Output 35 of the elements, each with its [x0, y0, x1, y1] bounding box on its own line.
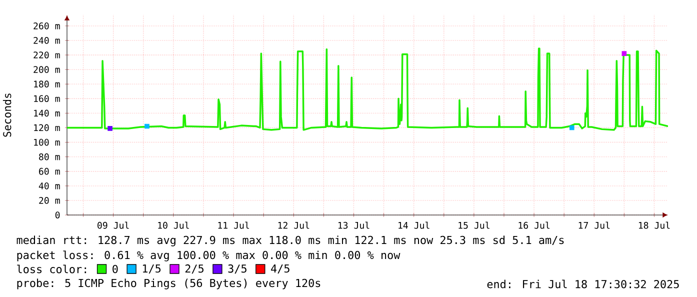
text: median rtt: 128.7 ms avg 227.9 ms max 118.0 ms min 122.1 ms now 25.3 ms sd 5.1 am/s: [16, 236, 564, 246]
y-tick-label: 120 m: [34, 124, 60, 132]
y-tick-label: 20 m: [39, 197, 60, 204]
x-tick-label: 15 Jul: [458, 222, 490, 229]
y-tick-label: 240 m: [34, 37, 60, 44]
y-tick-label: 100 m: [34, 138, 60, 146]
legend-label: 1/5: [142, 264, 161, 274]
legend-label: 4/5: [271, 264, 290, 274]
x-tick-label: 12 Jul: [278, 222, 310, 229]
text: packet loss: 0.61 % avg 100.00 % max 0.00 % min 0.00 % now: [17, 250, 400, 262]
x-tick-label: 18 Jul: [638, 222, 670, 229]
y-tick-label: 80 m: [39, 153, 60, 160]
legend-label: 2/5: [185, 264, 204, 274]
x-tick-label: 11 Jul: [218, 222, 250, 229]
x-tick-label: 16 Jul: [518, 222, 550, 229]
legend-label: 0: [112, 264, 118, 274]
y-tick-label: 140 m: [34, 110, 60, 117]
y-tick-label: 180 m: [34, 80, 60, 88]
x-tick-label: 13 Jul: [338, 222, 370, 229]
legend-title: loss color:: [17, 264, 86, 274]
y-tick-label: 260 m: [34, 22, 60, 30]
y-tick-label: 160 m: [34, 95, 60, 102]
x-tick-label: 09 Jul: [98, 222, 129, 229]
y-tick-label: 220 m: [34, 52, 60, 58]
legend-label: 3/5: [228, 264, 246, 274]
x-tick-label: 14 Jul: [398, 222, 430, 229]
y-tick-label: 60 m: [39, 168, 60, 175]
x-tick-label: 10 Jul: [158, 222, 189, 229]
text: probe: 5 ICMP Echo Pings (56 Bytes) every 120s: [17, 278, 320, 290]
y-tick-label: 200 m: [34, 66, 60, 73]
y-tick-label: 0: [55, 212, 60, 218]
text: end: Fri Jul 18 17:30:32 2025: [487, 280, 679, 288]
x-tick-label: 17 Jul: [578, 222, 610, 229]
y-tick-label: 40 m: [38, 182, 60, 190]
y-axis-title: Seconds: [2, 94, 12, 137]
